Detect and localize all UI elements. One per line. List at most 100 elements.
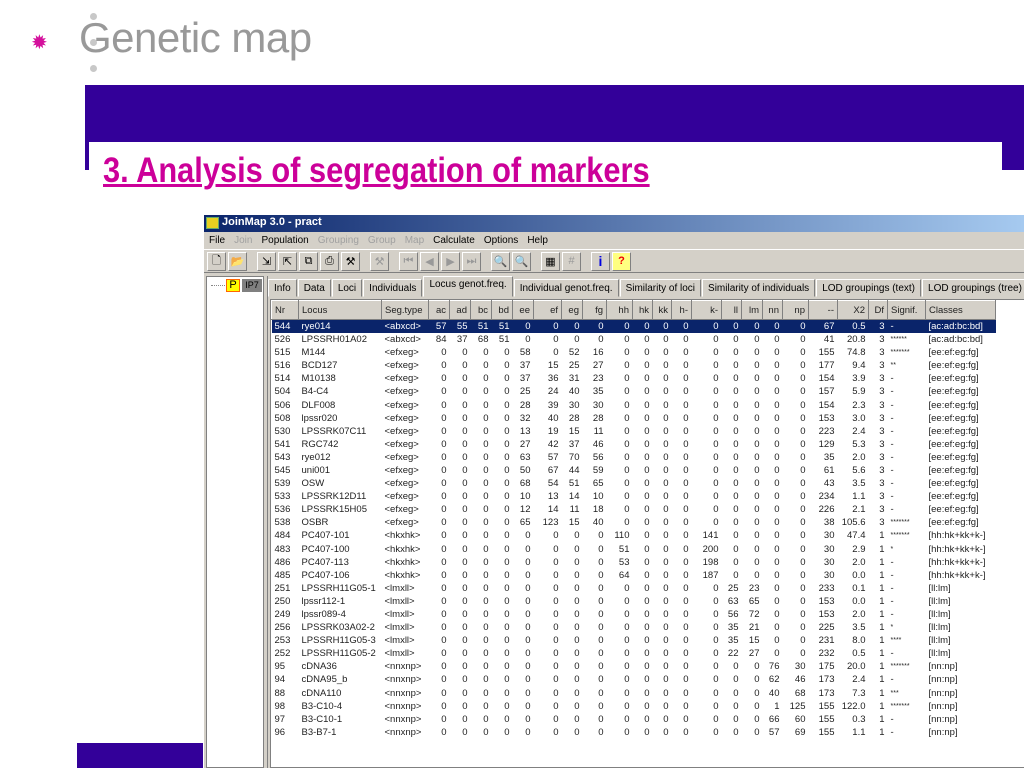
column-header-k[interactable]: k- <box>691 300 722 320</box>
tab-similarity-of-individuals[interactable]: Similarity of individuals <box>702 279 816 297</box>
table-row[interactable]: 526 LPSSRH01A02 <abxcd> 84 37 68 51 0 0 0 0 0 0 0 0 0 0 0… <box>272 333 996 346</box>
last-icon[interactable]: ⏭ <box>462 251 481 271</box>
tab-lod-groupings-text[interactable]: LOD groupings (text) <box>816 279 922 297</box>
table-row[interactable]: 514 M10138 <efxeg> 0 0 0 0 37 36 31 23 0 0 0 0 0 0 0 0 0 154… <box>272 372 996 385</box>
table-row[interactable]: 98 B3-C10-4 <nnxnp> 0 0 0 0 0 0 0 0 0 0 0 0 0 0 0 1 125 155 1… <box>272 700 996 713</box>
column-header-ac[interactable]: ac <box>428 300 450 320</box>
table-row[interactable]: 504 B4-C4 <efxeg> 0 0 0 0 25 24 40 35 0 0 0 0 0 0 0 0 0 157 5… <box>272 385 996 398</box>
export-icon[interactable]: ⇱ <box>278 251 297 271</box>
table-row[interactable]: 538 OSBR <efxeg> 0 0 0 0 65 123 15 40 0 0 0 0 0 0 0 0 0 38 10… <box>272 516 996 529</box>
table-row[interactable]: 515 M144 <efxeg> 0 0 0 0 58 0 52 16 0 0 0 0 0 0 0 0 0 155 74.… <box>272 346 996 359</box>
column-header-h[interactable]: h- <box>671 300 692 320</box>
zoom-out-icon[interactable]: 🔍 <box>491 251 510 271</box>
column-header-classes[interactable]: Classes <box>925 300 996 320</box>
column-header-fg[interactable]: fg <box>582 300 607 320</box>
tab-locus-genot-freq[interactable]: Locus genot.freq. <box>423 276 513 297</box>
table-row[interactable]: 485 PC407-106 <hkxhk> 0 0 0 0 0 0 0 0 64 0 0 0 187 0 0 0 0 3… <box>272 569 996 582</box>
table-row[interactable]: 97 B3-C10-1 <nnxnp> 0 0 0 0 0 0 0 0 0 0 0 0 0 0 0 66 60 155 0… <box>272 713 996 726</box>
tab-loci[interactable]: Loci <box>331 279 363 297</box>
column-header-bc[interactable]: bc <box>470 300 492 320</box>
table-row[interactable]: 94 cDNA95_b <nnxnp> 0 0 0 0 0 0 0 0 0 0 0 0 0 0 0 62 46 173 2… <box>272 673 996 686</box>
column-header-bd[interactable]: bd <box>491 300 513 320</box>
table-row[interactable]: 486 PC407-113 <hkxhk> 0 0 0 0 0 0 0 0 53 0 0 0 198 0 0 0 0 3… <box>272 556 996 569</box>
table-row[interactable]: 536 LPSSRK15H05 <efxeg> 0 0 0 0 12 14 11 18 0 0 0 0 0 0 0… <box>272 503 996 516</box>
menu-options[interactable]: Options <box>483 235 519 246</box>
menu-grouping[interactable]: Grouping <box>317 235 359 246</box>
table-row[interactable]: 483 PC407-100 <hkxhk> 0 0 0 0 0 0 0 0 51 0 0 0 200 0 0 0 0 3… <box>272 543 996 556</box>
tab-individual-genot-freq[interactable]: Individual genot.freq. <box>513 279 619 297</box>
table-row[interactable]: 256 LPSSRK03A02-2 <lmxll> 0 0 0 0 0 0 0 0 0 0 0 0 0 35 21… <box>272 621 996 634</box>
column-header-hk[interactable]: hk <box>632 300 653 320</box>
table-row[interactable]: 88 cDNA110 <nnxnp> 0 0 0 0 0 0 0 0 0 0 0 0 0 0 0 40 68 173 7.… <box>272 687 996 700</box>
column-header-dash[interactable]: -- <box>808 300 838 320</box>
table-row[interactable]: 506 DLF008 <efxeg> 0 0 0 0 28 39 30 30 0 0 0 0 0 0 0 0 0 154… <box>272 398 996 411</box>
table-row[interactable]: 543 rye012 <efxeg> 0 0 0 0 63 57 70 56 0 0 0 0 0 0 0 0 0 35 2… <box>272 451 996 464</box>
column-header-hh[interactable]: hh <box>606 300 633 320</box>
menu-file[interactable]: File <box>209 235 226 246</box>
table-row[interactable]: 545 uni001 <efxeg> 0 0 0 0 50 67 44 59 0 0 0 0 0 0 0 0 0 61 5… <box>272 464 996 477</box>
tree-node-ip7[interactable]: IP7 <box>242 279 262 292</box>
cell-df: 3 <box>879 334 885 346</box>
table-row[interactable]: 516 BCD127 <efxeg> 0 0 0 0 37 15 25 27 0 0 0 0 0 0 0 0 0 177… <box>272 359 996 372</box>
copy-icon[interactable]: ⧉ <box>299 251 318 271</box>
table-row[interactable]: 541 RGC742 <efxeg> 0 0 0 0 27 42 37 46 0 0 0 0 0 0 0 0 0 129… <box>272 438 996 451</box>
table-row[interactable]: 253 LPSSRH11G05-3 <lmxll> 0 0 0 0 0 0 0 0 0 0 0 0 0 35 15… <box>272 634 996 647</box>
tools-disabled-icon[interactable]: ⚒ <box>370 251 389 271</box>
table-row[interactable]: 530 LPSSRK07C11 <efxeg> 0 0 0 0 13 19 15 11 0 0 0 0 0 0 0… <box>272 425 996 438</box>
table-row[interactable]: 96 B3-B7-1 <nnxnp> 0 0 0 0 0 0 0 0 0 0 0 0 0 0 0 57 69 155 1.… <box>272 726 996 739</box>
cell-locus: DLF008 <box>301 399 336 411</box>
menu-help[interactable]: Help <box>527 235 548 246</box>
tab-data[interactable]: Data <box>297 279 331 297</box>
column-header-np[interactable]: np <box>782 300 809 320</box>
tools-icon[interactable]: ⚒ <box>341 251 360 271</box>
table-row[interactable]: 508 lpssr020 <efxeg> 0 0 0 0 32 40 28 28 0 0 0 0 0 0 0 0 0 1… <box>272 412 996 425</box>
column-header-ad[interactable]: ad <box>449 300 471 320</box>
help-icon[interactable]: ? <box>612 251 631 271</box>
table-row[interactable]: 539 OSW <efxeg> 0 0 0 0 68 54 51 65 0 0 0 0 0 0 0 0 0 43 3.5 3… <box>272 477 996 490</box>
column-header-x2[interactable]: X2 <box>837 300 869 320</box>
zoom-in-icon[interactable]: 🔍 <box>512 251 531 271</box>
tab-individuals[interactable]: Individuals <box>363 279 423 297</box>
calculator-icon[interactable]: ▦ <box>541 251 560 271</box>
info-icon[interactable]: i <box>591 251 610 271</box>
next-icon[interactable]: ▶ <box>441 251 460 271</box>
menu-join[interactable]: Join <box>234 235 253 246</box>
menu-calculate[interactable]: Calculate <box>433 235 475 246</box>
new-icon[interactable]: 🗋 <box>207 251 226 271</box>
column-header-lm[interactable]: lm <box>741 300 763 320</box>
column-header-ee[interactable]: ee <box>512 300 534 320</box>
tab-similarity-of-loci[interactable]: Similarity of loci <box>619 279 702 297</box>
column-header-locus[interactable]: Locus <box>298 300 382 320</box>
tab-lod-groupings-tree[interactable]: LOD groupings (tree) <box>922 279 1024 297</box>
cell-h: 0 <box>683 504 689 516</box>
table-row[interactable]: 250 lpssr112-1 <lmxll> 0 0 0 0 0 0 0 0 0 0 0 0 0 63 65 0 0 1… <box>272 595 996 608</box>
column-header-ll[interactable]: ll <box>721 300 742 320</box>
column-header-signif[interactable]: Signif. <box>887 300 926 320</box>
menu-map[interactable]: Map <box>404 235 425 246</box>
print-icon[interactable]: ⎙ <box>320 251 339 271</box>
column-header-ef[interactable]: ef <box>533 300 562 320</box>
table-row[interactable]: 95 cDNA36 <nnxnp> 0 0 0 0 0 0 0 0 0 0 0 0 0 0 0 76 30 175 20.… <box>272 660 996 673</box>
table-row[interactable]: 252 LPSSRH11G05-2 <lmxll> 0 0 0 0 0 0 0 0 0 0 0 0 0 22 27… <box>272 647 996 660</box>
column-header-segtype[interactable]: Seg.type <box>381 300 429 320</box>
prev-icon[interactable]: ◀ <box>420 251 439 271</box>
import-icon[interactable]: ⇲ <box>257 251 276 271</box>
table-row[interactable]: 533 LPSSRK12D11 <efxeg> 0 0 0 0 10 13 14 10 0 0 0 0 0 0 0… <box>272 490 996 503</box>
grid-icon[interactable]: # <box>562 251 581 271</box>
open-icon[interactable]: 📂 <box>228 251 247 271</box>
column-header-df[interactable]: Df <box>868 300 888 320</box>
column-header-kk[interactable]: kk <box>652 300 672 320</box>
table-row[interactable]: 249 lpssr089-4 <lmxll> 0 0 0 0 0 0 0 0 0 0 0 0 0 56 72 0 0 1… <box>272 608 996 621</box>
table-row[interactable]: 484 PC407-101 <hkxhk> 0 0 0 0 0 0 0 0 110 0 0 0 141 0 0 0 0… <box>272 529 996 542</box>
panel-splitter[interactable] <box>264 276 268 768</box>
menu-population[interactable]: Population <box>261 235 309 246</box>
menu-group[interactable]: Group <box>367 235 396 246</box>
tab-info[interactable]: Info <box>268 279 297 297</box>
column-header-eg[interactable]: eg <box>561 300 583 320</box>
table-row[interactable]: 251 LPSSRH11G05-1 <lmxll> 0 0 0 0 0 0 0 0 0 0 0 0 0 25 23… <box>272 582 996 595</box>
first-icon[interactable]: ⏮ <box>399 251 418 271</box>
column-header-nn[interactable]: nn <box>762 300 783 320</box>
column-header-nr[interactable]: Nr <box>271 300 299 320</box>
tree-node-population[interactable]: P <box>226 279 240 292</box>
table-row[interactable]: 544 rye014 <abxcd> 57 55 51 51 0 0 0 0 0 0 0 0 0 0 0 0 0 67 0… <box>271 319 996 333</box>
